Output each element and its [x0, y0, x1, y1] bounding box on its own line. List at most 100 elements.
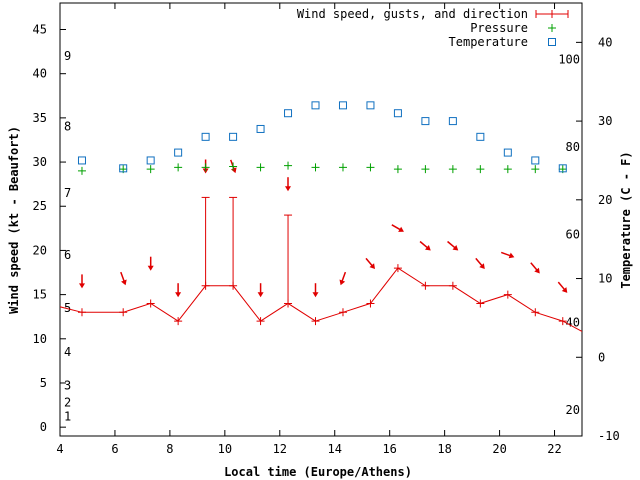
arrow-head [312, 292, 319, 298]
arrow-shaft [341, 271, 347, 282]
y-right-tick-label: 30 [598, 114, 612, 128]
fahrenheit-label: 40 [566, 316, 580, 330]
legend-label: Wind speed, gusts, and direction [297, 7, 528, 21]
beaufort-label: 2 [64, 395, 71, 409]
arrow-head [257, 292, 264, 298]
y-left-tick-label: 45 [33, 23, 47, 37]
beaufort-label: 8 [64, 120, 71, 134]
arrow-shaft [447, 240, 456, 249]
temperature-point [531, 156, 540, 165]
wind-speed-point [476, 299, 485, 308]
arrow-head [79, 283, 85, 289]
wind-speed-point [146, 299, 155, 308]
y-axis-label-left: Wind speed (kt - Beaufort) [7, 126, 21, 314]
arrow-shaft [557, 281, 566, 291]
temperature-point [119, 164, 128, 173]
wind-direction-arrow [257, 283, 264, 298]
legend-label: Temperature [449, 35, 528, 49]
legend-wind-marker [548, 10, 556, 18]
arrow-head [339, 279, 346, 286]
wind-direction-arrow [285, 177, 291, 192]
y-left-tick-label: 5 [40, 376, 47, 390]
pressure-point [448, 165, 457, 174]
pressure-point [393, 165, 402, 174]
wind-speed-point [448, 281, 457, 290]
arrow-head [121, 279, 127, 286]
x-tick-label: 4 [56, 442, 63, 456]
pressure-point [146, 165, 155, 174]
temperature-point [366, 101, 375, 110]
temperature-point [284, 109, 293, 118]
x-tick-label: 6 [111, 442, 118, 456]
wind-direction-arrow [120, 271, 127, 286]
arrow-head [147, 265, 154, 271]
pressure-point [531, 165, 540, 174]
x-axis-label: Local time (Europe/Athens) [224, 465, 412, 479]
arrow-head [479, 263, 485, 270]
wind-speed-point [421, 281, 430, 290]
pressure-point [284, 161, 293, 170]
wind-speed-point [531, 308, 540, 317]
wind-direction-arrow [79, 274, 85, 289]
arrow-shaft [391, 224, 401, 231]
beaufort-label: 7 [64, 186, 71, 200]
y-left-tick-label: 35 [33, 111, 47, 125]
fahrenheit-label: 60 [566, 227, 580, 241]
pressure-point [256, 163, 265, 172]
data-series [60, 101, 582, 333]
plot-frame [59, 2, 583, 437]
arrow-shaft [475, 257, 483, 267]
y-left-tick-label: 25 [33, 199, 47, 213]
fahrenheit-label: 20 [566, 403, 580, 417]
pressure-point [77, 166, 86, 175]
axis-ticks: 4 6 8 10 12 14 16 18 20 22051015202530354045-1001… [33, 3, 620, 456]
wind-direction-arrow [339, 271, 347, 286]
wind-speed-point [393, 264, 402, 273]
x-tick-label: 10 [218, 442, 232, 456]
wind-direction-arrow [500, 251, 515, 259]
pressure-point [338, 163, 347, 172]
temperature-point [174, 148, 183, 157]
x-tick-label: 16 [382, 442, 396, 456]
arrow-shaft [230, 159, 235, 170]
pressure-point [476, 165, 485, 174]
arrow-head [452, 244, 459, 251]
arrow-head [369, 263, 375, 270]
wind-direction-arrow [147, 256, 154, 271]
y-left-tick-label: 10 [33, 332, 47, 346]
y-right-tick-label: 0 [598, 350, 605, 364]
temperature-point [558, 164, 567, 173]
x-tick-label: 22 [547, 442, 561, 456]
arrow-head [534, 267, 540, 274]
y-left-tick-label: 20 [33, 243, 47, 257]
pressure-point [366, 163, 375, 172]
legend-pressure-marker [548, 24, 556, 32]
wind-direction-arrow [365, 257, 375, 270]
beaufort-label: 6 [64, 248, 71, 262]
arrow-shaft [500, 251, 511, 257]
y-axis-label-right: Temperature (C - F) [619, 151, 633, 288]
arrow-shaft [419, 240, 429, 249]
beaufort-label: 3 [64, 379, 71, 393]
fahrenheit-label: 80 [566, 140, 580, 154]
y-right-tick-label: 40 [598, 35, 612, 49]
temperature-point [421, 117, 430, 126]
pressure-point [229, 162, 238, 171]
temperature-point [256, 124, 265, 133]
x-tick-label: 18 [437, 442, 451, 456]
wind-speed-point [503, 290, 512, 299]
arrow-shaft [120, 271, 125, 282]
y-left-tick-label: 0 [40, 420, 47, 434]
wind-direction-arrow [447, 240, 459, 251]
wind-speed-point [119, 308, 128, 317]
x-tick-label: 8 [166, 442, 173, 456]
fahrenheit-label: 100 [558, 53, 580, 67]
wind-speed-point [366, 299, 375, 308]
pressure-point [421, 165, 430, 174]
wind-direction-arrow [475, 257, 485, 270]
wind-direction-arrow [557, 281, 568, 293]
legend-label: Pressure [470, 21, 528, 35]
pressure-point [311, 163, 320, 172]
wind-direction-arrow [419, 240, 431, 251]
arrow-head [561, 287, 568, 293]
